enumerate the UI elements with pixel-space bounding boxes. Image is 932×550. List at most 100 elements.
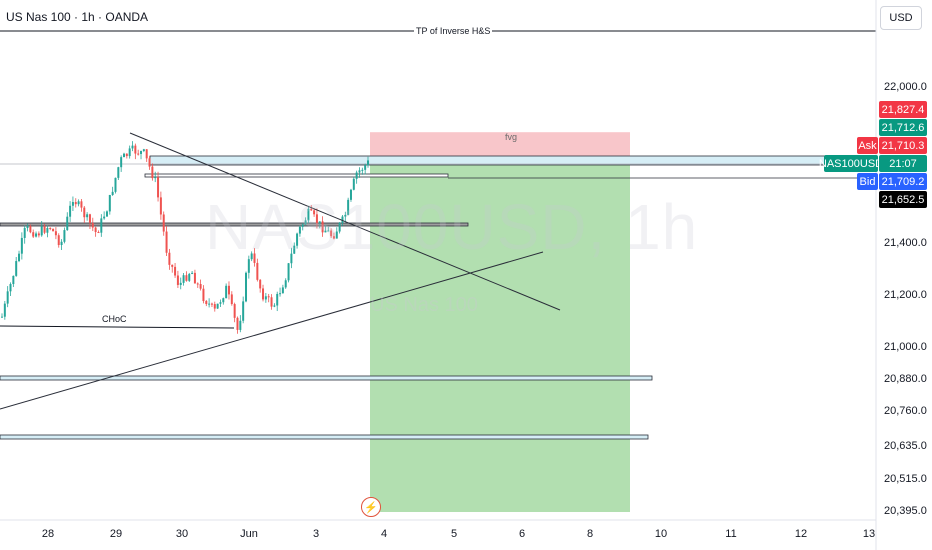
candle-body (349, 189, 352, 200)
candle-body (341, 216, 344, 223)
candle-body (117, 167, 120, 178)
candle-body (159, 197, 162, 215)
time-tick-label: 3 (312, 528, 320, 540)
candle-body (49, 228, 52, 230)
candle-body (66, 216, 69, 231)
lower-zone-2 (0, 434, 649, 440)
candle-body (123, 153, 125, 158)
lightning-icon[interactable]: ⚡ (361, 497, 381, 517)
candle-body (219, 302, 222, 304)
tp-label[interactable]: TP of Inverse H&S (414, 26, 493, 36)
candle-body (287, 263, 290, 281)
candle-body (205, 301, 208, 305)
candle-body (20, 237, 23, 254)
candle-body (227, 285, 230, 295)
candle-body (77, 201, 80, 205)
currency-button[interactable]: USD (880, 6, 922, 30)
candle-body (185, 275, 188, 281)
candle-body (145, 149, 148, 159)
candle-body (318, 221, 321, 224)
candle-body (210, 303, 213, 305)
bid-label: Bid (857, 173, 878, 190)
price-tick-label: 20,760.0 (884, 405, 927, 417)
candle-body (273, 305, 276, 307)
candle-body (63, 230, 66, 242)
candle-body (239, 320, 242, 330)
candle-body (54, 231, 57, 236)
choc-label[interactable]: CHoC (102, 314, 127, 324)
candle-body (188, 273, 191, 281)
candle-body (131, 145, 134, 149)
lower-zone-1 (0, 375, 653, 381)
price-tick-label: 22,000.0 (884, 81, 927, 93)
candle-body (176, 275, 179, 285)
candle-body (171, 264, 174, 267)
chart-title[interactable]: US Nas 100 · 1h · OANDA (6, 10, 149, 24)
candle-body (148, 158, 151, 167)
candle-body (367, 160, 369, 166)
candle-body (114, 177, 117, 192)
candle-body (313, 210, 316, 215)
candle-body (324, 230, 327, 233)
time-tick-label: 30 (175, 528, 189, 540)
time-tick-label: 29 (109, 528, 123, 540)
candle-body (298, 226, 301, 234)
position-zones (370, 132, 630, 512)
candle-body (256, 262, 259, 280)
candle-body (321, 221, 324, 233)
candle-body (6, 291, 9, 304)
candle-body (290, 253, 293, 264)
ascending-trendline (0, 251, 544, 410)
candle-body (193, 272, 196, 284)
candle-body (242, 301, 245, 321)
price-tag-high: 21,827.4 (879, 101, 927, 118)
candle-body (279, 293, 282, 295)
candle-body (267, 296, 270, 298)
candle-body (338, 222, 341, 232)
candle-body (182, 275, 185, 283)
candle-body (364, 165, 367, 170)
candle-body (191, 272, 194, 274)
ask-label: Ask (857, 137, 878, 154)
candle-body (151, 166, 154, 179)
candle-body (69, 205, 72, 217)
candle-body (71, 202, 74, 206)
candle-body (128, 148, 131, 157)
candle-body (60, 241, 63, 246)
time-tick-label: 13 (862, 528, 876, 540)
candle-body (37, 233, 40, 236)
time-tick-label: 12 (794, 528, 808, 540)
candle-body (276, 293, 279, 306)
fvg-label[interactable]: fvg (505, 132, 518, 142)
candle-body (230, 294, 233, 305)
time-tick-label: Jun (240, 528, 258, 540)
candle-body (202, 288, 205, 302)
candle-body (344, 214, 347, 217)
small-zone (144, 173, 449, 178)
candle-body (1, 316, 3, 318)
candle-body (270, 297, 273, 307)
candle-body (35, 233, 38, 237)
price-tick-label: 20,635.0 (884, 440, 927, 452)
price-tick-label: 21,000.0 (884, 341, 927, 353)
candle-body (12, 275, 15, 285)
candle-body (74, 202, 77, 205)
candle-body (247, 259, 250, 273)
candle-body (281, 287, 284, 294)
candle-body (352, 178, 355, 190)
candle-body (358, 170, 361, 173)
candle-body (196, 283, 199, 285)
candle-body (97, 232, 100, 234)
time-tick-label: 28 (41, 528, 55, 540)
candle-body (125, 153, 128, 157)
candle-body (296, 233, 299, 246)
candle-body (347, 199, 350, 215)
candle-body (88, 214, 91, 223)
candle-body (236, 317, 239, 330)
candle-body (140, 151, 143, 154)
candle-body (57, 235, 60, 246)
candle-body (103, 216, 106, 219)
candle-body (23, 228, 26, 238)
candle-body (250, 253, 253, 260)
